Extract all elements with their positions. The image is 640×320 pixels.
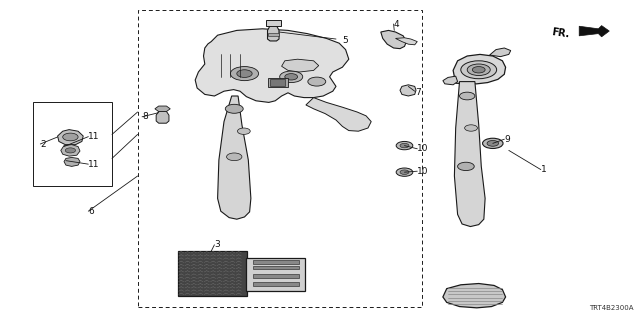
Circle shape: [396, 168, 413, 176]
Polygon shape: [490, 48, 511, 57]
Polygon shape: [58, 130, 83, 145]
Polygon shape: [156, 111, 169, 123]
Circle shape: [308, 77, 326, 86]
Circle shape: [237, 128, 250, 134]
Bar: [138, 10, 422, 307]
Circle shape: [487, 140, 499, 146]
Circle shape: [230, 67, 259, 81]
Text: 10: 10: [417, 144, 429, 153]
Circle shape: [280, 71, 303, 83]
Text: FR.: FR.: [550, 28, 570, 40]
Text: 3: 3: [214, 240, 220, 249]
Polygon shape: [579, 26, 609, 37]
Circle shape: [285, 74, 298, 80]
Circle shape: [467, 64, 490, 76]
Polygon shape: [155, 106, 170, 112]
Circle shape: [483, 138, 503, 148]
Text: 5: 5: [342, 36, 348, 44]
Text: 1: 1: [541, 165, 547, 174]
Circle shape: [460, 92, 475, 100]
Circle shape: [396, 141, 413, 150]
Text: 6: 6: [88, 207, 94, 216]
Text: 2: 2: [40, 140, 46, 148]
Bar: [270, 79, 285, 86]
Bar: [253, 274, 299, 278]
Circle shape: [227, 153, 242, 161]
Bar: [268, 33, 279, 36]
Text: 11: 11: [88, 160, 100, 169]
Circle shape: [400, 170, 409, 174]
Polygon shape: [306, 98, 371, 131]
Circle shape: [458, 162, 474, 171]
Text: TRT4B2300A: TRT4B2300A: [589, 305, 634, 311]
Polygon shape: [443, 76, 458, 85]
Bar: [268, 78, 288, 87]
Polygon shape: [443, 284, 506, 308]
Polygon shape: [282, 59, 319, 72]
Polygon shape: [64, 157, 80, 166]
Bar: [33, 102, 112, 186]
Circle shape: [63, 133, 78, 141]
Polygon shape: [195, 29, 349, 102]
Polygon shape: [381, 30, 406, 49]
Circle shape: [225, 104, 243, 113]
Circle shape: [237, 70, 252, 77]
Text: 9: 9: [504, 135, 510, 144]
Polygon shape: [454, 82, 485, 227]
Bar: [246, 258, 305, 291]
Polygon shape: [400, 85, 416, 96]
Bar: [253, 260, 299, 264]
Circle shape: [65, 148, 76, 153]
Polygon shape: [218, 96, 251, 219]
Polygon shape: [453, 54, 506, 84]
Circle shape: [461, 61, 497, 79]
Text: 4: 4: [394, 20, 399, 28]
Text: 8: 8: [142, 112, 148, 121]
Text: 10: 10: [417, 167, 429, 176]
Bar: [266, 20, 281, 26]
Circle shape: [472, 67, 485, 73]
Polygon shape: [61, 145, 80, 156]
Circle shape: [465, 125, 477, 131]
Polygon shape: [396, 38, 417, 45]
Bar: [178, 251, 247, 296]
Text: 7: 7: [415, 88, 420, 97]
Bar: [253, 266, 299, 269]
Polygon shape: [268, 26, 279, 41]
Bar: [253, 282, 299, 286]
Circle shape: [400, 143, 409, 148]
Text: 11: 11: [88, 132, 100, 141]
